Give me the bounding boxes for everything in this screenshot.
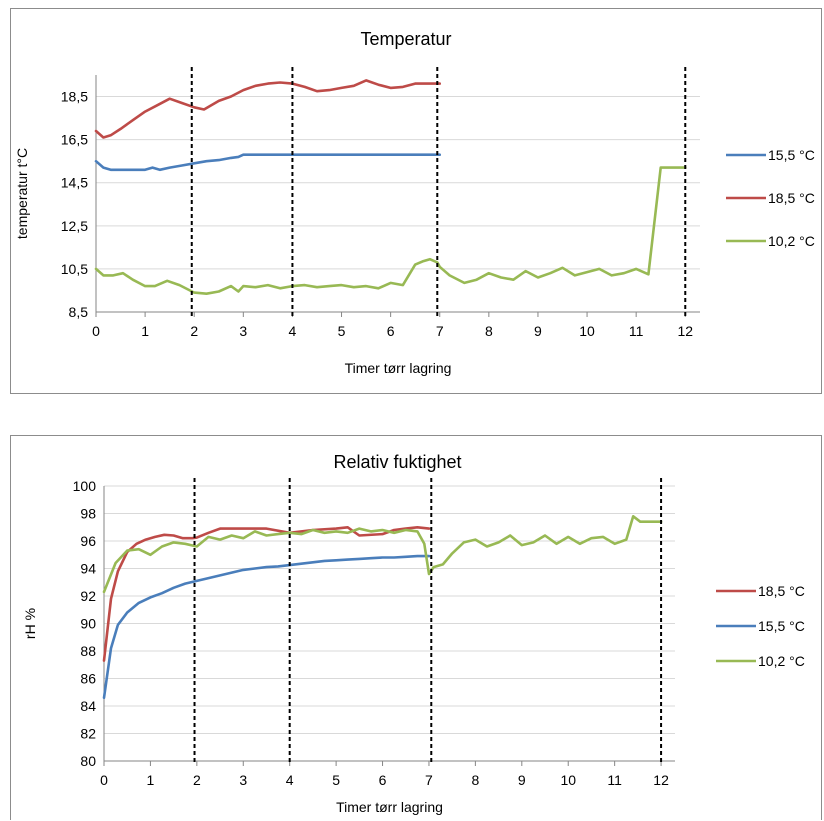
legend-label: 10,2 °C bbox=[758, 653, 805, 669]
y-tick-label: 18,5 bbox=[61, 89, 88, 105]
x-tick-label: 6 bbox=[387, 323, 395, 339]
x-tick-label: 9 bbox=[518, 772, 526, 788]
x-tick-label: 0 bbox=[92, 323, 100, 339]
y-axis-label: temperatur t°C bbox=[14, 148, 30, 239]
x-tick-label: 8 bbox=[485, 323, 493, 339]
series-line bbox=[102, 526, 431, 662]
y-tick-label: 82 bbox=[80, 726, 96, 742]
x-tick-label: 4 bbox=[289, 323, 297, 339]
y-tick-label: 8,5 bbox=[69, 304, 89, 320]
x-tick-label: 3 bbox=[239, 323, 247, 339]
x-axis-label: Timer tørr lagring bbox=[345, 360, 452, 376]
series-line bbox=[102, 554, 431, 700]
x-tick-label: 12 bbox=[653, 772, 669, 788]
x-tick-label: 7 bbox=[425, 772, 433, 788]
temperature-chart-panel: 8,5 10,5 12,5 14,5 16,5 18,5 0 1 2 3 4 5 6 7 8 9 10 11 12 T… bbox=[10, 8, 822, 394]
x-tick-label: 10 bbox=[579, 323, 595, 339]
chart-title: Relativ fuktighet bbox=[333, 452, 461, 472]
x-tick-label: 2 bbox=[193, 772, 201, 788]
x-tick-label: 10 bbox=[560, 772, 576, 788]
x-tick-label: 12 bbox=[677, 323, 693, 339]
y-tick-label: 14,5 bbox=[61, 175, 88, 191]
legend-label: 15,5 °C bbox=[758, 618, 805, 634]
x-tick-label: 11 bbox=[607, 772, 622, 788]
temperature-chart: 8,510,512,514,516,518,50 1 2 3 4 5 6 7 8 9 10 11 12T… bbox=[14, 29, 815, 376]
y-tick-label: 100 bbox=[73, 478, 97, 494]
x-tick-label: 3 bbox=[239, 772, 247, 788]
y-tick-label: 90 bbox=[80, 616, 96, 632]
series-line bbox=[94, 153, 442, 172]
y-tick-label: 96 bbox=[80, 533, 96, 549]
y-axis-label: rH % bbox=[22, 608, 38, 639]
legend-label: 10,2 °C bbox=[768, 233, 815, 249]
legend-label: 18,5 °C bbox=[758, 583, 805, 599]
x-tick-label: 9 bbox=[534, 323, 542, 339]
x-tick-label: 0 bbox=[100, 772, 108, 788]
series-line bbox=[102, 515, 663, 594]
y-tick-label: 80 bbox=[80, 753, 96, 769]
x-tick-label: 5 bbox=[332, 772, 340, 788]
x-tick-label: 4 bbox=[286, 772, 294, 788]
x-tick-label: 1 bbox=[141, 323, 149, 339]
y-tick-label: 86 bbox=[80, 671, 96, 687]
y-tick-label: 10,5 bbox=[61, 261, 88, 277]
x-tick-label: 11 bbox=[629, 323, 644, 339]
x-axis-label: Timer tørr lagring bbox=[336, 799, 443, 815]
x-tick-label: 1 bbox=[147, 772, 155, 788]
y-tick-label: 84 bbox=[80, 698, 96, 714]
chart-title: Temperatur bbox=[360, 29, 451, 49]
series-line bbox=[94, 79, 442, 139]
y-tick-label: 94 bbox=[80, 561, 96, 577]
x-tick-label: 2 bbox=[190, 323, 198, 339]
x-tick-label: 7 bbox=[436, 323, 444, 339]
legend-label: 18,5 °C bbox=[768, 190, 815, 206]
x-tick-label: 8 bbox=[471, 772, 479, 788]
x-tick-label: 5 bbox=[338, 323, 346, 339]
y-tick-label: 92 bbox=[80, 588, 96, 604]
y-tick-label: 16,5 bbox=[61, 132, 88, 148]
y-tick-label: 98 bbox=[80, 506, 96, 522]
legend-label: 15,5 °C bbox=[768, 147, 815, 163]
y-tick-label: 88 bbox=[80, 643, 96, 659]
x-tick-label: 6 bbox=[379, 772, 387, 788]
humidity-chart-panel: 80 82 84 86 88 90 92 94 96 98 100 0 1 2 3 4 5 6 7 8 9 10 11 12 R… bbox=[10, 435, 822, 820]
y-tick-label: 12,5 bbox=[61, 218, 88, 234]
series-line bbox=[94, 166, 687, 296]
